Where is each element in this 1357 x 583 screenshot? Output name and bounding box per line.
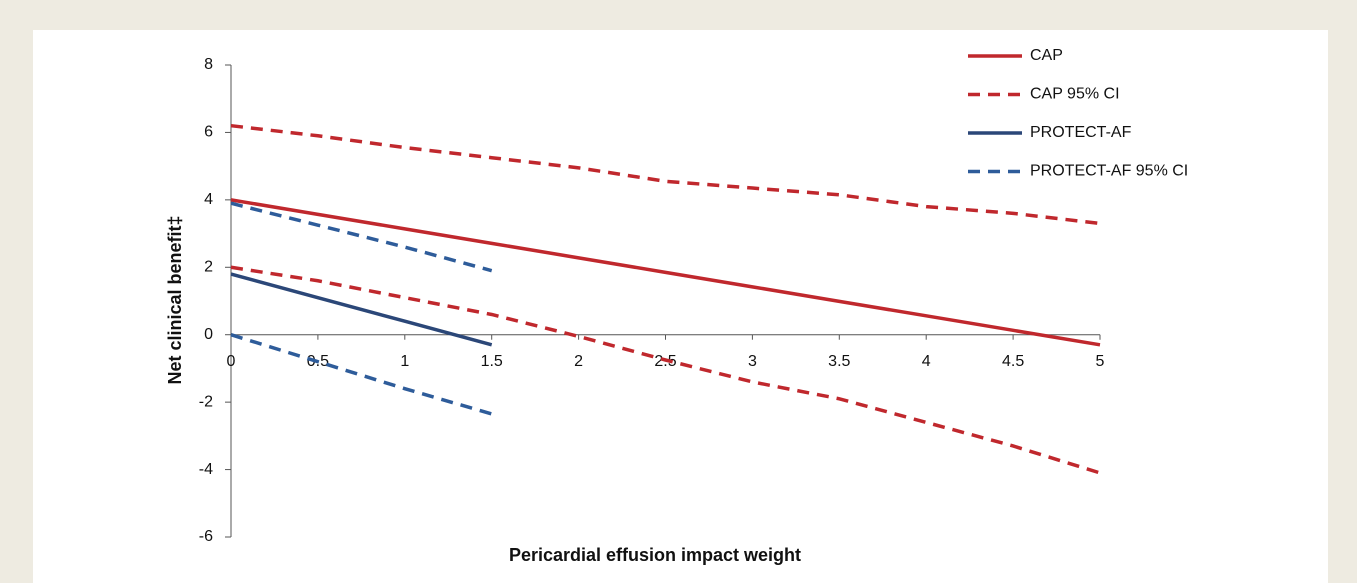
x-tick-label: 3	[748, 353, 757, 370]
series-line	[230, 123, 1101, 226]
series-line	[230, 201, 493, 273]
y-tick-label: 6	[204, 124, 213, 141]
y-tick-label: -2	[199, 393, 213, 410]
legend-label: CAP 95% CI	[1030, 86, 1120, 103]
x-tick-label: 1.5	[481, 353, 503, 370]
legend-label: PROTECT-AF 95% CI	[1030, 163, 1188, 180]
y-tick-label: -6	[199, 528, 213, 545]
series-line	[230, 333, 493, 416]
x-tick-label: 1	[400, 353, 409, 370]
y-tick-label: 4	[204, 191, 213, 208]
series-line	[230, 198, 1101, 347]
x-tick-label: 3.5	[828, 353, 850, 370]
x-tick-label: 0	[227, 353, 236, 370]
x-tick-label: 4.5	[1002, 353, 1024, 370]
x-tick-label: 4	[922, 353, 931, 370]
legend-label: PROTECT-AF	[1030, 124, 1132, 141]
x-axis-label: Pericardial effusion impact weight	[509, 545, 801, 565]
x-tick-label: 2	[574, 353, 583, 370]
x-tick-label: 5	[1096, 353, 1105, 370]
panel	[33, 30, 1328, 583]
y-tick-label: -4	[199, 461, 213, 478]
legend-label: CAP	[1030, 47, 1063, 64]
y-tick-label: 8	[204, 56, 213, 73]
y-axis-label: Net clinical benefit‡	[165, 215, 185, 384]
y-tick-label: 0	[204, 326, 213, 343]
series-line	[230, 265, 1101, 475]
y-tick-label: 2	[204, 259, 213, 276]
series-line	[230, 272, 493, 347]
